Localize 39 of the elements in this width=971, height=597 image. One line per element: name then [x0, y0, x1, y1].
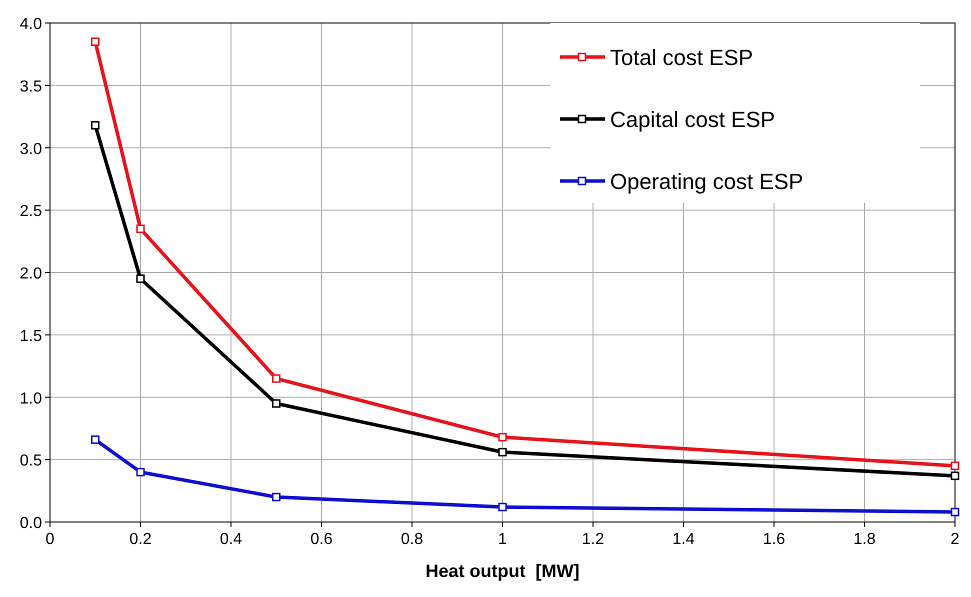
legend-label: Capital cost ESP [610, 107, 776, 132]
y-tick-label: 2.5 [20, 203, 42, 220]
y-tick-label: 0.0 [20, 515, 42, 532]
y-tick-label: 1.5 [20, 328, 42, 345]
y-tick-label: 0.5 [20, 452, 42, 470]
x-tick-label: 1.2 [582, 531, 604, 548]
x-tick-label: 0.8 [400, 531, 424, 548]
y-tick-label: 3.5 [20, 78, 42, 96]
point [498, 448, 507, 456]
x-tick-label: 2 [950, 531, 960, 548]
x-axis-title: Heat output [MW] [426, 561, 580, 581]
point [136, 224, 145, 234]
point [91, 435, 100, 444]
x-tick-label: 1.8 [853, 531, 876, 548]
point [136, 274, 145, 283]
x-tick-label: 1.4 [672, 531, 695, 548]
x-tick-label: 1.6 [762, 531, 786, 548]
x-tick-label: 0.6 [310, 531, 333, 548]
legend-label: Total cost ESP [610, 45, 754, 70]
point [950, 472, 960, 480]
point [498, 432, 507, 442]
point [136, 468, 145, 476]
point [272, 399, 280, 408]
y-tick-label: 4.0 [20, 16, 42, 33]
point [950, 508, 960, 516]
y-tick-label: 2.0 [20, 266, 42, 282]
legend-label: Operating cost ESP [610, 169, 804, 194]
point [272, 492, 280, 502]
x-tick-label: 1 [498, 531, 508, 548]
y-tick-label: 3.0 [20, 140, 42, 158]
point [91, 37, 100, 46]
x-tick-label: 0.4 [220, 531, 242, 548]
point [91, 121, 100, 130]
x-tick-label: 0.2 [129, 531, 152, 548]
point [272, 374, 280, 383]
point [498, 502, 507, 512]
point [950, 462, 960, 470]
x-tick-label: 0 [46, 531, 55, 548]
y-tick-label: 1.0 [20, 390, 42, 408]
